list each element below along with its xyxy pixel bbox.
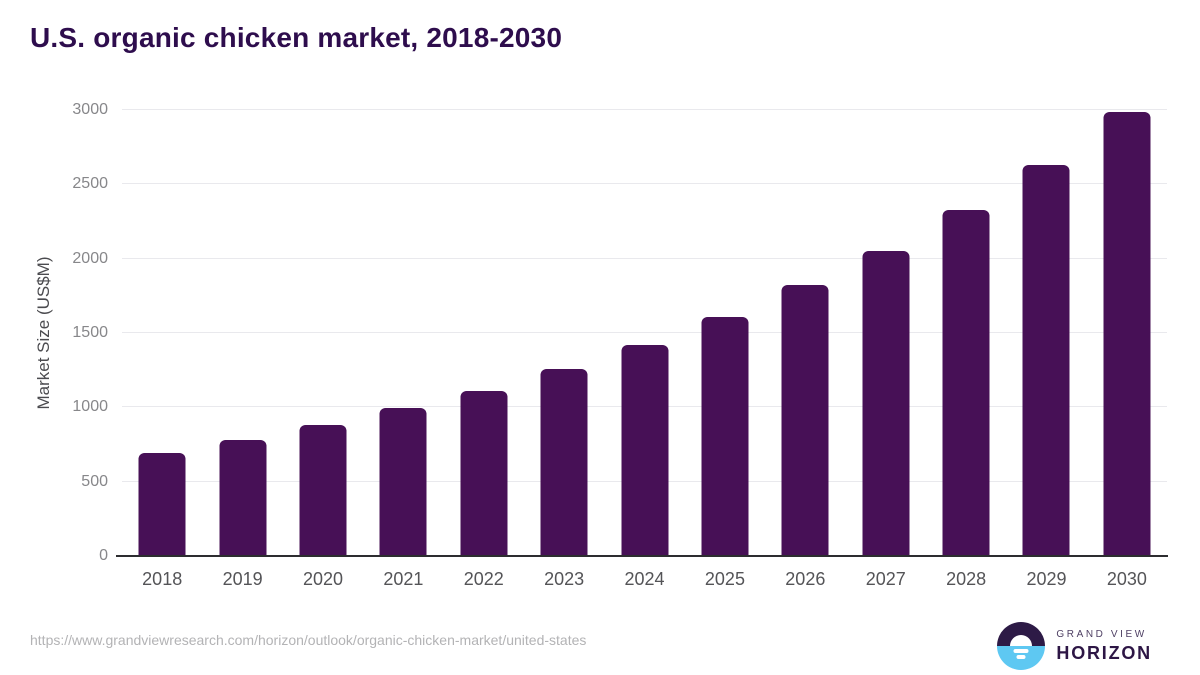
y-tick-label-2000: 2000	[72, 249, 108, 267]
gridline-3000	[122, 109, 1167, 110]
x-axis-line	[116, 555, 1168, 557]
bar-slot-2026	[765, 110, 845, 556]
x-tick-label-2030: 2030	[1106, 569, 1147, 589]
bar-2020	[299, 425, 347, 556]
x-tick-label-2020: 2020	[302, 569, 343, 589]
gridline-2500	[122, 183, 1167, 185]
x-tick-label-2022: 2022	[463, 569, 504, 589]
bar-2022	[460, 390, 508, 556]
sun-reflection-icon	[1013, 649, 1029, 653]
y-tick-label-3000: 3000	[72, 101, 108, 118]
bar-2026	[781, 285, 829, 556]
y-tick-label-1500: 1500	[72, 324, 108, 341]
bar-2021	[379, 408, 427, 556]
x-tick-label-2028: 2028	[946, 569, 987, 589]
gridline-1500	[122, 332, 1167, 333]
bar-2029	[1022, 165, 1070, 556]
sun-reflection-icon	[1016, 655, 1026, 659]
bar-2028	[942, 210, 990, 556]
bar-2024	[621, 344, 669, 556]
bar-slot-2019	[202, 110, 282, 556]
bar-2025	[701, 316, 749, 556]
y-tick-label-1000: 1000	[72, 398, 108, 416]
x-tick-label-2026: 2026	[785, 569, 826, 589]
y-tick-label-2500: 2500	[72, 175, 108, 193]
footer: https://www.grandviewresearch.com/horizo…	[30, 622, 1170, 670]
x-tick-label-2024: 2024	[624, 569, 665, 589]
logo-grand-view-label: GRAND VIEW	[1056, 628, 1147, 640]
x-tick-label-2027: 2027	[865, 569, 906, 589]
gridline-2000	[122, 257, 1167, 259]
y-tick-label-0: 0	[99, 547, 108, 564]
bar-slot-2028	[926, 110, 1006, 556]
plot-area: 0 500 1000 1500 2000 2500 3000 2018 2019 2020 202…	[0, 101, 1200, 589]
horizon-sunset-icon	[997, 622, 1046, 670]
x-tick-label-2029: 2029	[1026, 569, 1067, 589]
bar-slot-2024	[604, 110, 684, 556]
logo-text: GRAND VIEW HORIZON	[1056, 629, 1152, 664]
bar-2030	[1103, 111, 1151, 556]
bar-slot-2025	[685, 110, 765, 556]
source-url: https://www.grandviewresearch.com/horizo…	[30, 632, 587, 648]
chart-title: U.S. organic chicken market, 2018-2030	[30, 22, 563, 53]
y-tick-label-500: 500	[81, 472, 108, 490]
y-tick-labels: 0 500 1000 1500 2000 2500 3000	[0, 101, 108, 564]
x-tick-label-2019: 2019	[222, 569, 263, 589]
sun-dome-icon	[1010, 635, 1033, 646]
bar-2023	[540, 369, 588, 556]
bars-layer	[122, 110, 1167, 556]
x-tick-label-2018: 2018	[142, 569, 183, 589]
x-tick-label-2021: 2021	[383, 569, 424, 589]
bar-slot-2021	[363, 110, 443, 556]
bar-slot-2029	[1006, 110, 1086, 556]
bar-slot-2020	[283, 110, 363, 556]
x-tick-labels: 2018 2019 2020 2021 2022 2023 2024 2025 2026 2027…	[122, 556, 1167, 590]
bar-slot-2022	[444, 110, 524, 556]
logo-horizon-label: HORIZON	[1056, 642, 1152, 663]
bar-2019	[219, 440, 267, 556]
grand-view-horizon-logo: GRAND VIEW HORIZON	[997, 622, 1152, 670]
bar-2018	[138, 453, 186, 556]
bar-slot-2030	[1087, 110, 1167, 556]
bar-slot-2018	[122, 110, 202, 556]
x-tick-label-2023: 2023	[544, 569, 585, 589]
bar-slot-2023	[524, 110, 604, 556]
x-tick-label-2025: 2025	[704, 569, 745, 589]
bar-2027	[862, 250, 910, 556]
bar-slot-2027	[846, 110, 926, 556]
